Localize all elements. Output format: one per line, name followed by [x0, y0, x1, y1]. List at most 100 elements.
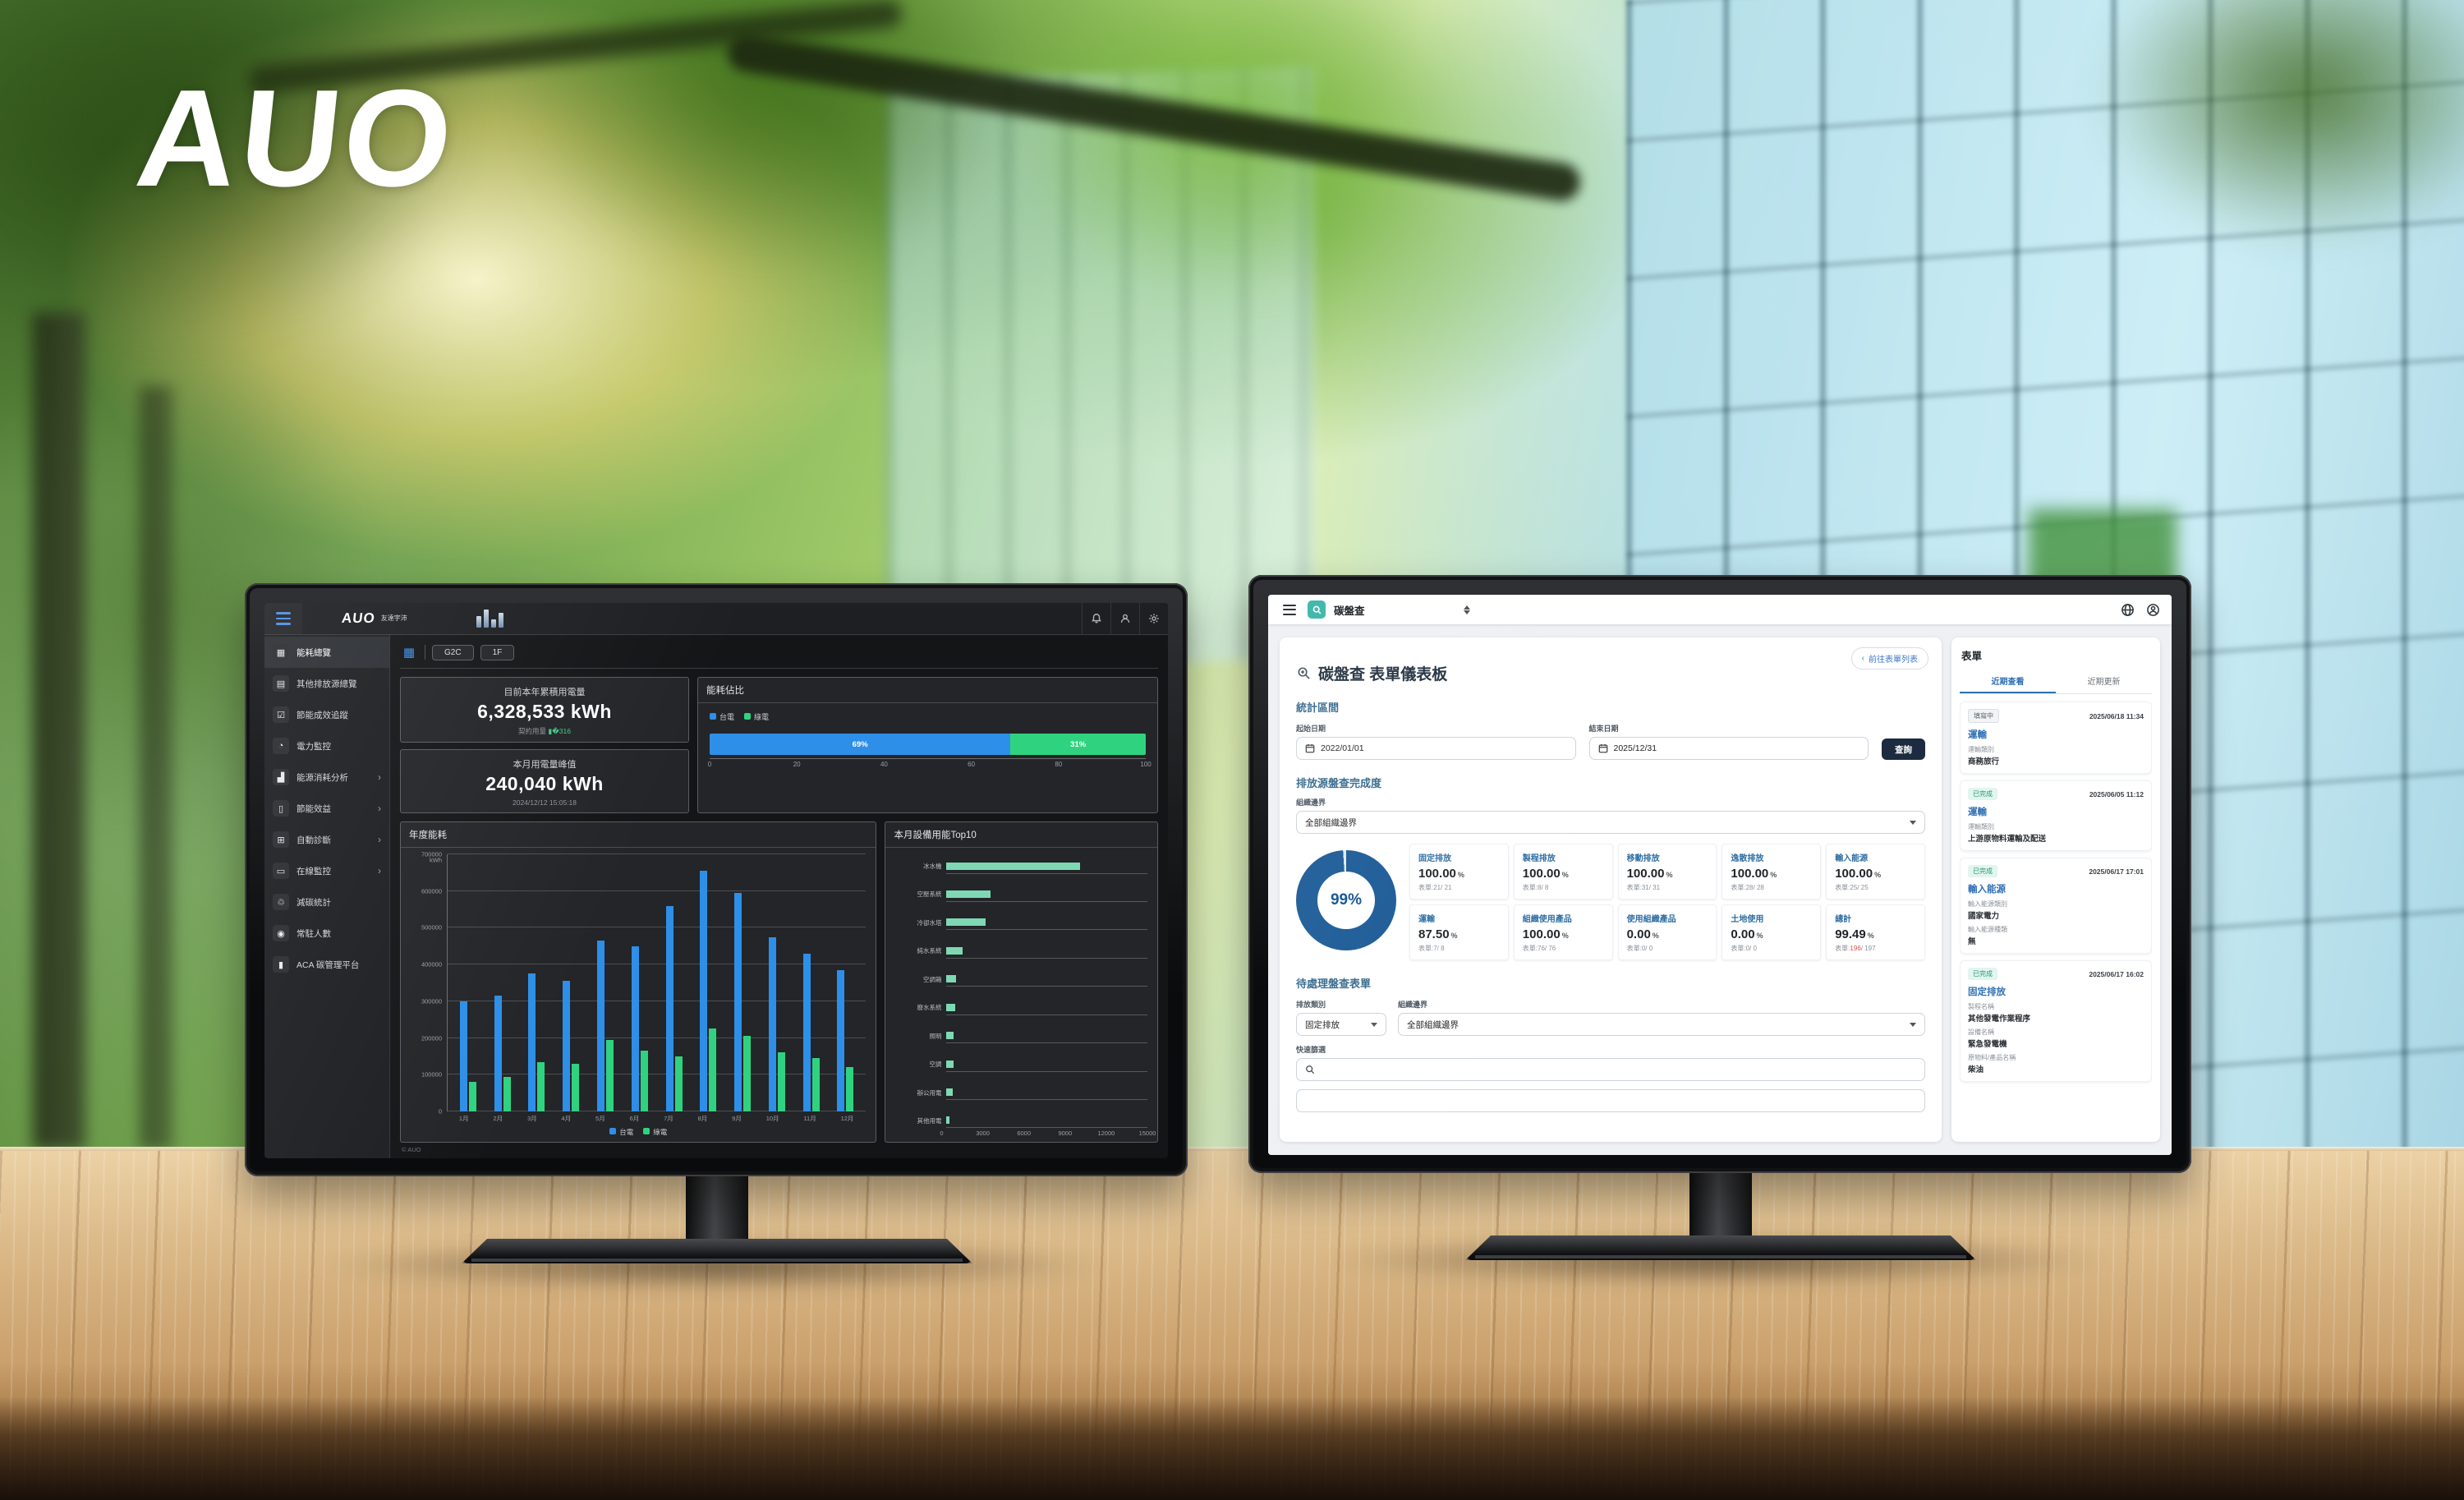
category-select[interactable]: 固定排放 [1296, 1013, 1386, 1036]
completeness-card-value: 100.00% [1418, 867, 1464, 881]
completeness-card-value: 0.00% [1626, 927, 1659, 941]
sidebar-item-overview[interactable]: ▦ 能耗總覽 [264, 637, 389, 668]
bar-綠電 [743, 1036, 752, 1111]
stat-note: 契約用量 ▮�316 [518, 727, 571, 735]
bell-icon[interactable] [1082, 603, 1110, 634]
menu-icon[interactable] [264, 603, 302, 634]
completeness-card-sub: 表單:7/ 8 [1418, 945, 1445, 952]
query-button[interactable]: 查詢 [1882, 738, 1925, 760]
top10-row: 辦公用電 [895, 1086, 1147, 1100]
org-select[interactable] [1463, 605, 1470, 614]
top10-label: 冰水機 [922, 863, 942, 870]
axis-tick: 0 [707, 761, 712, 768]
boundary-select[interactable]: 全部組織邊界 [1296, 811, 1925, 834]
bar-台電 [802, 953, 811, 1111]
online-monitor-icon: ▭ [273, 863, 289, 879]
annual-bar-chart [447, 854, 867, 1111]
bar-group [837, 854, 854, 1111]
sidebar-item-label: 自動診斷 [297, 835, 331, 845]
sidebar-item-auto-diagnosis[interactable]: ⊞ 自動診斷 › [264, 824, 389, 855]
legend-swatch [744, 713, 752, 720]
sidebar-item-saving-benefit[interactable]: ▯ 節能效益 › [264, 793, 389, 824]
top10-bar [946, 862, 1081, 870]
bar-台電 [768, 936, 776, 1111]
stat-card-monthly-peak: 本月用電量峰值 240,040 kWh 2024/12/12 15:05:18 [400, 749, 689, 813]
completeness-card: 輸入能源 100.00% 表單:25/ 25 [1826, 844, 1925, 900]
sidebar-item-occupancy[interactable]: ◉ 常駐人數 [264, 918, 389, 949]
quick-filter-search-input[interactable] [1296, 1058, 1925, 1081]
gear-icon[interactable] [1139, 603, 1168, 634]
end-date-input[interactable]: 2025/12/31 [1588, 737, 1869, 760]
stat-title: 目前本年累積用電量 [503, 688, 586, 697]
completeness-card-sub: 表單:25/ 25 [1835, 884, 1869, 891]
top10-bar [946, 1003, 956, 1011]
top10-label: 冷卻水塔 [917, 918, 942, 927]
location-chip[interactable]: G2C [432, 644, 474, 660]
bar-綠電 [709, 1028, 717, 1111]
energy-dashboard-app: AUO 友達宇沛 [264, 603, 1168, 1158]
menu-icon[interactable] [1280, 601, 1299, 619]
panel-title: 能耗佔比 [698, 678, 1157, 703]
bar-綠電 [811, 1058, 820, 1111]
sidebar-item-carbon-reduction[interactable]: ♲ 減碳統計 [264, 886, 389, 918]
top10-row: 空調箱 [895, 973, 1147, 987]
sidebar-item-online-monitor[interactable]: ▭ 在線監控 › [264, 855, 389, 886]
bar-group [563, 854, 580, 1111]
axis-tick: 3000 [976, 1130, 990, 1137]
globe-icon[interactable] [2121, 603, 2135, 617]
completeness-card-sub: 表單:21/ 21 [1418, 884, 1452, 891]
forms-panel-title: 表單 [1961, 651, 1983, 662]
start-date-input[interactable]: 2022/01/01 [1296, 737, 1576, 760]
top10-track [946, 887, 1147, 902]
form-card[interactable]: 已完成 2025/06/17 16:02 固定排放 製程名稱 其他發電作業程序 設備名稱緊… [1960, 960, 2152, 1082]
status-badge: 填寫中 [1968, 709, 1999, 723]
account-icon[interactable] [2146, 603, 2160, 617]
form-card[interactable]: 已完成 2025/06/05 11:12 運輸 運輸類別 上游原物料運輸及配送 [1960, 780, 2152, 851]
location-chip[interactable]: 1F [480, 644, 515, 660]
legend-item: 台電 [609, 1127, 633, 1137]
carbon-inventory-app: 碳盤查 ‹ 前往表單列表 碳盤查 表單儀表板 統 [1268, 595, 2172, 1155]
completeness-card-title: 使用組織產品 [1626, 915, 1676, 924]
form-card-title: 運輸 [1968, 808, 1987, 817]
completeness-card: 組織使用產品 100.00% 表單:76/ 76 [1513, 904, 1613, 960]
stat-cards: 目前本年累積用電量 6,328,533 kWh 契約用量 ▮�316 本月用電量… [400, 677, 689, 813]
completeness-card-value: 87.50% [1418, 927, 1458, 941]
sidebar-item-saving-tracking[interactable]: ☑ 節能成效追蹤 [264, 699, 389, 730]
form-field-value: 國家電力 [1968, 912, 2000, 921]
y-tick-label: 300000 [421, 997, 442, 1005]
ratio-axis: 0 20 40 60 80 100 [707, 758, 1152, 771]
tab-近期更新[interactable]: 近期更新 [2087, 678, 2121, 687]
form-card[interactable]: 填寫中 2025/06/18 11:34 運輸 運輸類別 商務旅行 [1960, 702, 2152, 774]
form-card-datetime: 2025/06/18 11:34 [2089, 711, 2144, 720]
start-date-label: 起始日期 [1296, 725, 1326, 733]
x-tick-label: 5月 [595, 1115, 605, 1122]
left-monitor-base [462, 1239, 972, 1263]
user-icon[interactable] [1110, 603, 1139, 634]
form-card[interactable]: 已完成 2025/06/17 17:01 輸入能源 輸入能源類別 國家電力 輸入能源種類無 [1960, 858, 2152, 954]
bar-綠電 [777, 1052, 785, 1111]
form-field-label: 輸入能源類別 [1968, 900, 2007, 908]
completeness-card: 固定排放 100.00% 表單:21/ 21 [1409, 844, 1509, 900]
sidebar-item-emission-sources[interactable]: ▤ 其他排放源總覽 [264, 668, 389, 699]
y-tick-label: 700000 [421, 850, 442, 858]
completeness-card-sub: 表單:28/ 28 [1731, 884, 1764, 891]
sidebar-item-power-monitor[interactable]: ◔ 電力監控 [264, 730, 389, 762]
right-monitor: 碳盤查 ‹ 前往表單列表 碳盤查 表單儀表板 統 [1248, 575, 2191, 1173]
sidebar-item-label: ACA 碳管理平台 [297, 959, 360, 970]
sidebar-item-aca-platform[interactable]: ▮ ACA 碳管理平台 [264, 949, 389, 980]
calendar-icon [1305, 743, 1315, 753]
go-to-form-list-button[interactable]: ‹ 前往表單列表 [1850, 647, 1928, 669]
pending-boundary-select[interactable]: 全部組織邊界 [1398, 1013, 1925, 1036]
form-card-datetime: 2025/06/17 16:02 [2089, 969, 2144, 978]
sidebar-item-energy-analysis[interactable]: ▟ 能源消耗分析 › [264, 762, 389, 793]
top10-track [946, 944, 1147, 959]
annual-energy-panel: 年度能耗 kWh 0 100000 200000 300000 400000 500000 6… [400, 821, 877, 1143]
y-tick-label: 100000 [421, 1070, 442, 1079]
bar-台電 [597, 941, 605, 1111]
y-tick-label: 600000 [421, 887, 442, 895]
percent-unit: % [1666, 871, 1673, 879]
tab-近期查看[interactable]: 近期查看 [1960, 669, 2056, 693]
top10-label: 空壓系統 [917, 890, 942, 899]
legend-item: 綠電 [643, 1127, 667, 1137]
top10-bar [946, 1032, 954, 1040]
